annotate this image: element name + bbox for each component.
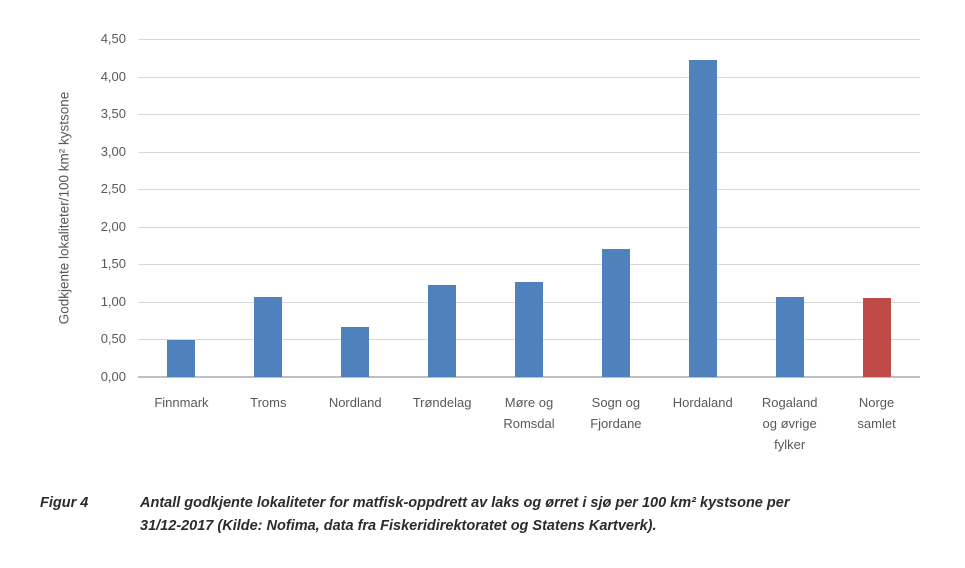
y-tick-label: 3,50 <box>100 106 126 122</box>
bar-norge-samlet <box>862 298 891 377</box>
x-category-label: Trøndelag <box>412 395 472 410</box>
bar-m-re-og-romsdal <box>515 282 543 377</box>
x-axis-line <box>138 376 920 378</box>
gridline <box>138 189 920 191</box>
bar-tr-ndelag <box>428 284 457 377</box>
caption-text: Antall godkjente lokaliteter for matfisk… <box>140 492 900 538</box>
y-tick-label: 1,00 <box>100 293 126 309</box>
bar-hordaland <box>688 60 717 377</box>
x-category-label: Hordaland <box>672 395 733 410</box>
y-tick-label: 1,50 <box>100 256 126 272</box>
y-axis-title: Godkjente lokaliteter/100 km² kystsone <box>56 91 72 325</box>
bar-troms <box>254 297 283 377</box>
y-tick-label: 3,00 <box>100 143 126 159</box>
y-tick-label: 4,00 <box>100 68 126 84</box>
bar-chart: Godkjente lokaliteter/100 km² kystsone 0… <box>56 31 920 452</box>
bar-sogn-og-fjordane <box>601 248 630 377</box>
gridline <box>138 226 920 228</box>
x-category-label: Sogn og Fjordane <box>590 395 642 431</box>
gridline <box>138 151 920 153</box>
x-category-label: Rogaland og øvrige fylker <box>761 395 818 452</box>
y-tick-label: 2,00 <box>100 218 126 234</box>
caption-line-2: 31/12-2017 (Kilde: Nofima, data fra Fisk… <box>140 518 657 534</box>
gridline <box>138 264 920 266</box>
gridline <box>138 76 920 78</box>
caption-line-1: Antall godkjente lokaliteter for matfisk… <box>140 495 790 511</box>
bar-nordland <box>341 327 370 377</box>
caption-label: Figur 4 <box>40 495 89 511</box>
x-category-label: Norge samlet <box>857 395 896 431</box>
x-category-label: Troms <box>250 395 287 410</box>
y-tick-label: 0,50 <box>100 331 126 347</box>
y-tick-label: 0,00 <box>100 369 126 384</box>
bar-finnmark <box>167 340 196 377</box>
gridline <box>138 114 920 116</box>
x-category-label: Møre og Romsdal <box>503 395 555 431</box>
x-category-label: Finnmark <box>154 395 209 410</box>
gridline <box>138 39 920 40</box>
y-tick-label: 2,50 <box>100 181 126 197</box>
bar-rogaland-og-vrige-fylker <box>775 296 804 377</box>
x-category-label: Nordland <box>328 395 382 410</box>
y-tick-label: 4,50 <box>100 31 126 46</box>
